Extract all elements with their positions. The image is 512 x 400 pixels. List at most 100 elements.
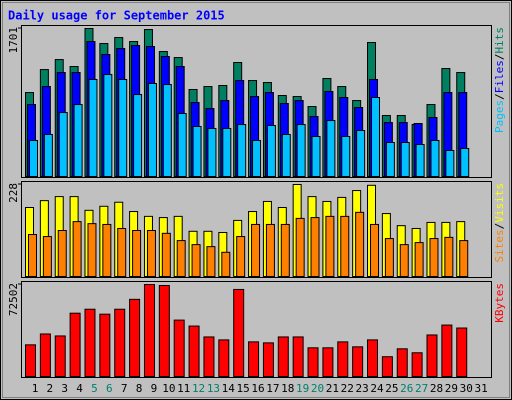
bar [72,221,82,277]
bar [384,238,394,277]
x-tick-label: 10 [162,382,175,395]
bar [445,149,455,177]
bar [252,139,262,177]
bar [266,125,276,177]
bar [415,143,425,177]
bar [248,341,260,377]
bar [444,236,454,277]
bar [237,124,247,177]
bar [218,339,230,378]
bar [337,341,349,377]
legend-separator: / [493,223,506,230]
bar [191,244,201,277]
bar [396,348,408,378]
x-tick-label: 24 [370,382,384,395]
legend: Sites/Visits [493,183,506,263]
bar [356,129,366,178]
legend: KBytes [493,283,506,323]
x-tick-label: 1 [32,382,39,395]
x-tick-label: 17 [266,382,279,395]
bar [311,135,321,177]
x-tick-label: 15 [237,382,250,395]
bar [281,133,291,178]
bar [173,319,185,378]
bar [39,333,51,378]
bar [367,339,379,378]
legend-entry: KBytes [493,283,506,323]
x-tick-label: 27 [415,382,428,395]
bar [206,246,216,277]
x-tick-label: 11 [177,382,190,395]
bar [400,141,410,177]
bar [352,346,364,377]
bar [177,113,187,178]
bar [118,78,128,177]
x-tick-label: 5 [91,382,98,395]
x-tick-label: 19 [296,382,309,395]
chart-title: Daily usage for September 2015 [8,9,225,23]
bar [73,104,83,177]
bar [69,312,81,377]
bar [280,223,290,278]
x-tick-label: 30 [460,382,473,395]
x-tick-label: 21 [326,382,339,395]
bar [221,251,231,277]
bar [147,82,157,177]
bar [42,236,52,277]
bar [322,347,334,377]
legend: Pages/Files/Hits [493,27,506,133]
bar [429,238,439,277]
bar [441,324,453,377]
bar [310,217,320,278]
y-max-label: 228 [7,183,20,203]
bar [28,234,37,278]
x-tick-label: 4 [76,382,83,395]
bar [58,112,68,178]
x-tick-label: 29 [445,382,458,395]
x-tick-label: 22 [341,382,354,395]
x-tick-label: 6 [106,382,113,395]
bar [88,78,98,177]
bar [117,227,127,277]
legend-entry: Visits [493,183,506,223]
x-tick-label: 26 [400,382,413,395]
bar [277,336,289,378]
bar [295,217,305,277]
bar [84,308,96,377]
x-tick-label: 28 [430,382,443,395]
x-tick-label: 3 [61,382,68,395]
bar [222,127,232,178]
bar [114,308,126,377]
y-max-label: 1701 [7,27,20,54]
bar [143,284,155,377]
x-tick-label: 9 [151,382,158,395]
bar [307,347,319,377]
x-tick-label: 12 [192,382,205,395]
x-tick-label: 18 [281,382,294,395]
bar [57,230,67,277]
bar [176,240,186,278]
bar [326,120,336,177]
legend-entry: Files [493,60,506,93]
bar [203,336,215,378]
legend-entry: Pages [493,100,506,133]
bar [456,327,468,377]
bar [292,336,304,378]
legend-separator: / [493,54,506,61]
x-tick-label: 23 [356,382,369,395]
x-tick-label: 31 [474,382,487,395]
x-tick-label: 25 [385,382,398,395]
bar [146,230,156,277]
bar [103,74,113,177]
bar [236,236,246,277]
bar [162,84,172,177]
bar [399,244,409,277]
x-tick-label: 7 [121,382,128,395]
bar [426,334,438,377]
bar [251,223,261,278]
bar [296,124,306,177]
bar [102,223,112,278]
bar [43,133,53,178]
bar [132,230,142,277]
